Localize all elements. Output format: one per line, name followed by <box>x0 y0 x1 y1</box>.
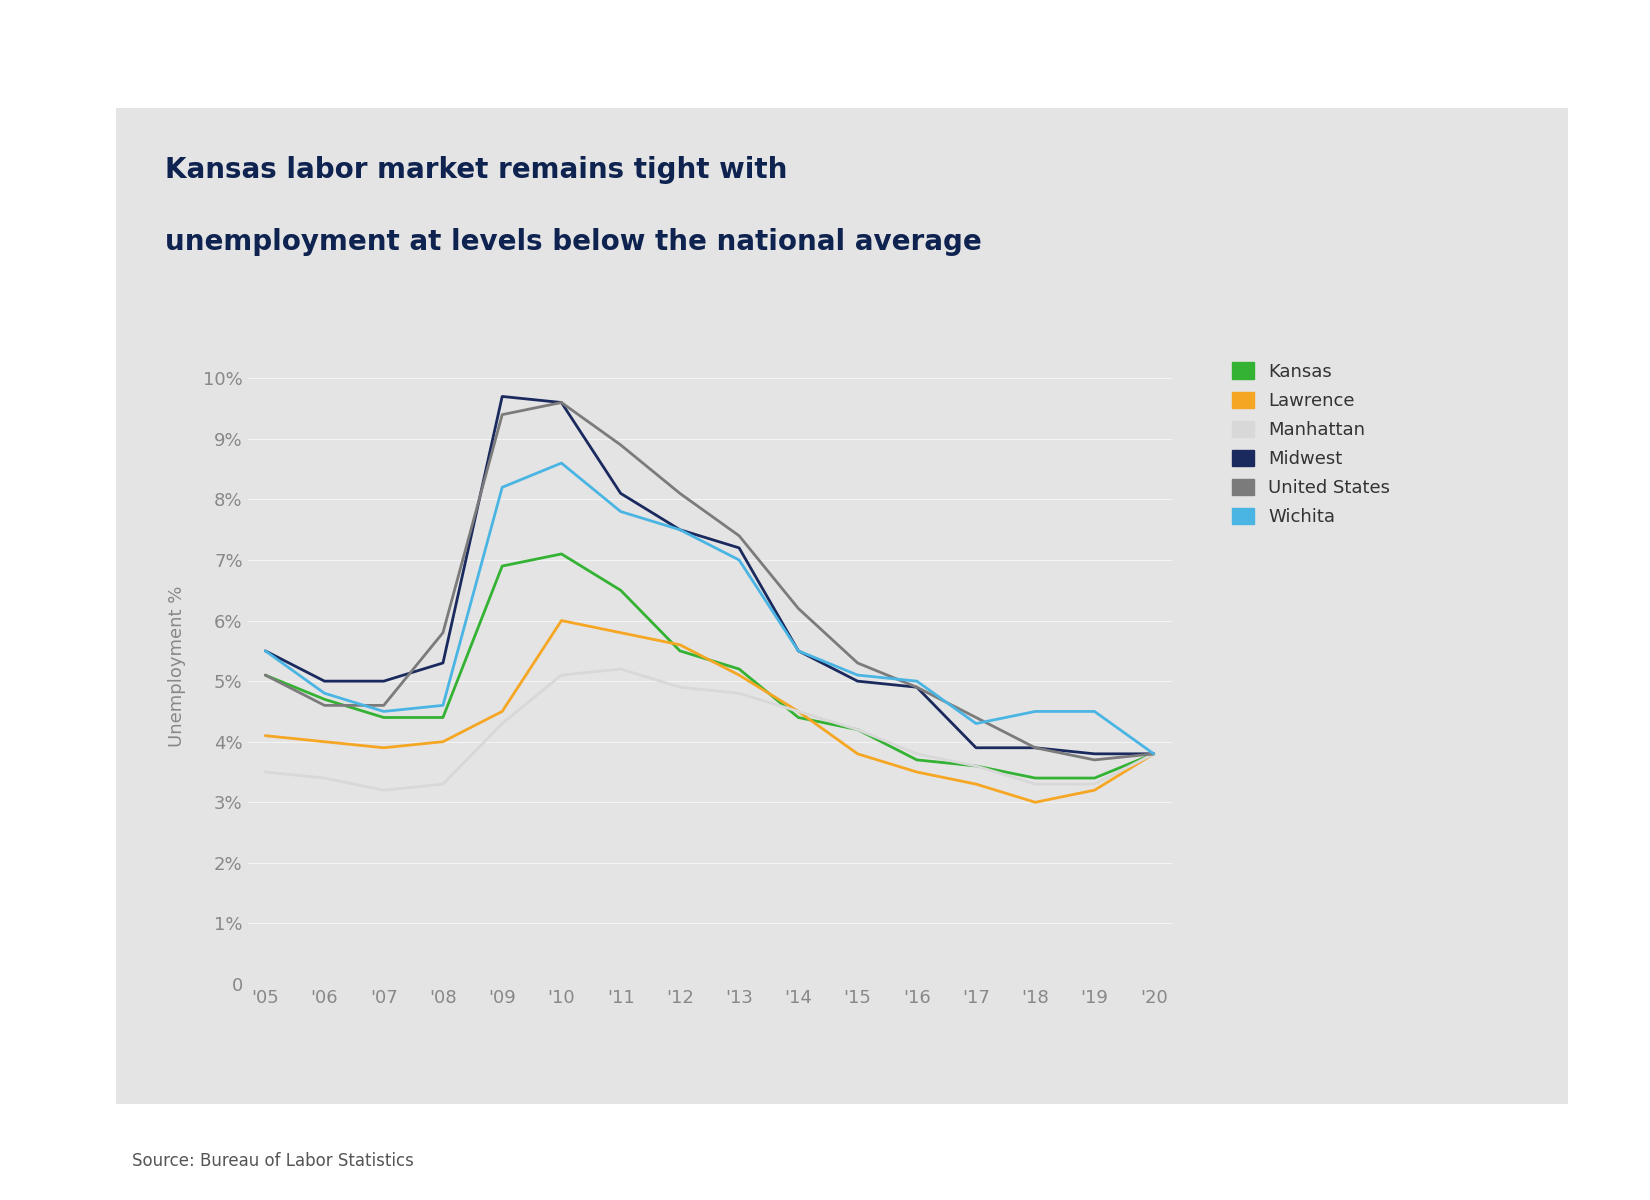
Legend: Kansas, Lawrence, Manhattan, Midwest, United States, Wichita: Kansas, Lawrence, Manhattan, Midwest, Un… <box>1226 358 1396 532</box>
Text: unemployment at levels below the national average: unemployment at levels below the nationa… <box>165 228 982 256</box>
Text: Kansas labor market remains tight with: Kansas labor market remains tight with <box>165 156 787 184</box>
Text: Source: Bureau of Labor Statistics: Source: Bureau of Labor Statistics <box>132 1152 414 1170</box>
Y-axis label: Unemployment %: Unemployment % <box>168 586 186 746</box>
